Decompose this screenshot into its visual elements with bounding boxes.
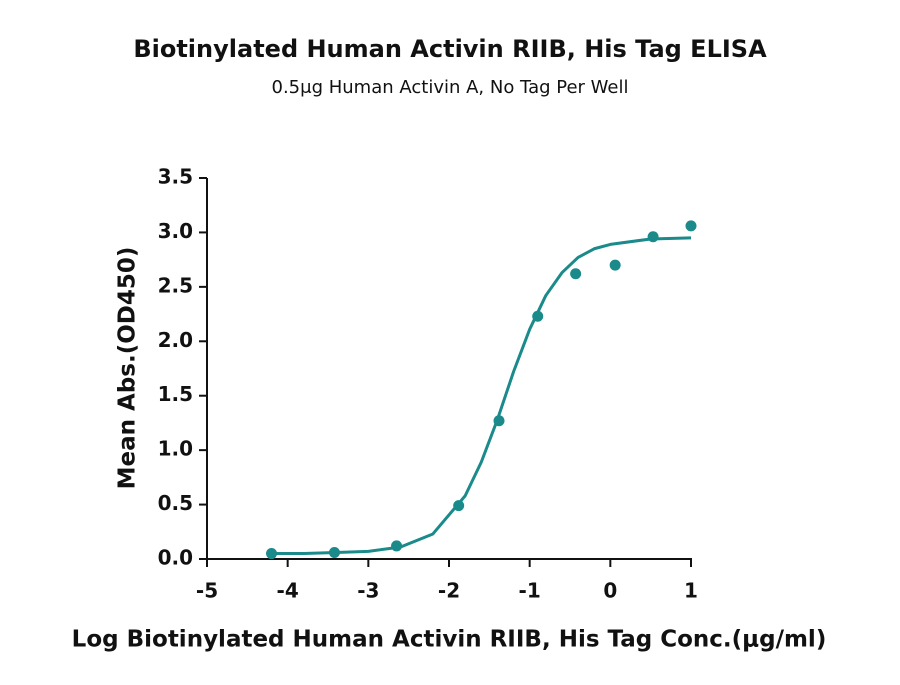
x-tick-label: -3 bbox=[357, 579, 379, 603]
y-tick-label: 3.5 bbox=[158, 165, 193, 189]
data-point bbox=[609, 259, 621, 271]
data-point bbox=[685, 220, 697, 232]
y-tick-label: 2.0 bbox=[158, 328, 193, 352]
x-tick-label: -5 bbox=[196, 579, 218, 603]
x-tick-label: -1 bbox=[519, 579, 541, 603]
y-tick-label: 1.0 bbox=[158, 437, 193, 461]
data-point bbox=[570, 268, 582, 280]
x-tick-label: -4 bbox=[277, 579, 299, 603]
x-tick-label: 1 bbox=[684, 579, 698, 603]
x-tick-label: 0 bbox=[603, 579, 617, 603]
y-tick-label: 0.0 bbox=[158, 546, 193, 570]
chart-title: Biotinylated Human Activin RIIB, His Tag… bbox=[133, 35, 767, 63]
chart-subtitle: 0.5μg Human Activin A, No Tag Per Well bbox=[272, 77, 629, 98]
x-tick-label: -2 bbox=[438, 579, 460, 603]
y-tick-label: 0.5 bbox=[158, 491, 193, 515]
y-tick-label: 3.0 bbox=[158, 219, 193, 243]
fit-curve bbox=[271, 236, 692, 556]
y-axis-label: Mean Abs.(OD450) bbox=[115, 247, 141, 490]
y-tick-label: 2.5 bbox=[158, 273, 193, 297]
y-tick-label: 1.5 bbox=[158, 382, 193, 406]
x-axis-label: Log Biotinylated Human Activin RIIB, His… bbox=[72, 627, 827, 653]
